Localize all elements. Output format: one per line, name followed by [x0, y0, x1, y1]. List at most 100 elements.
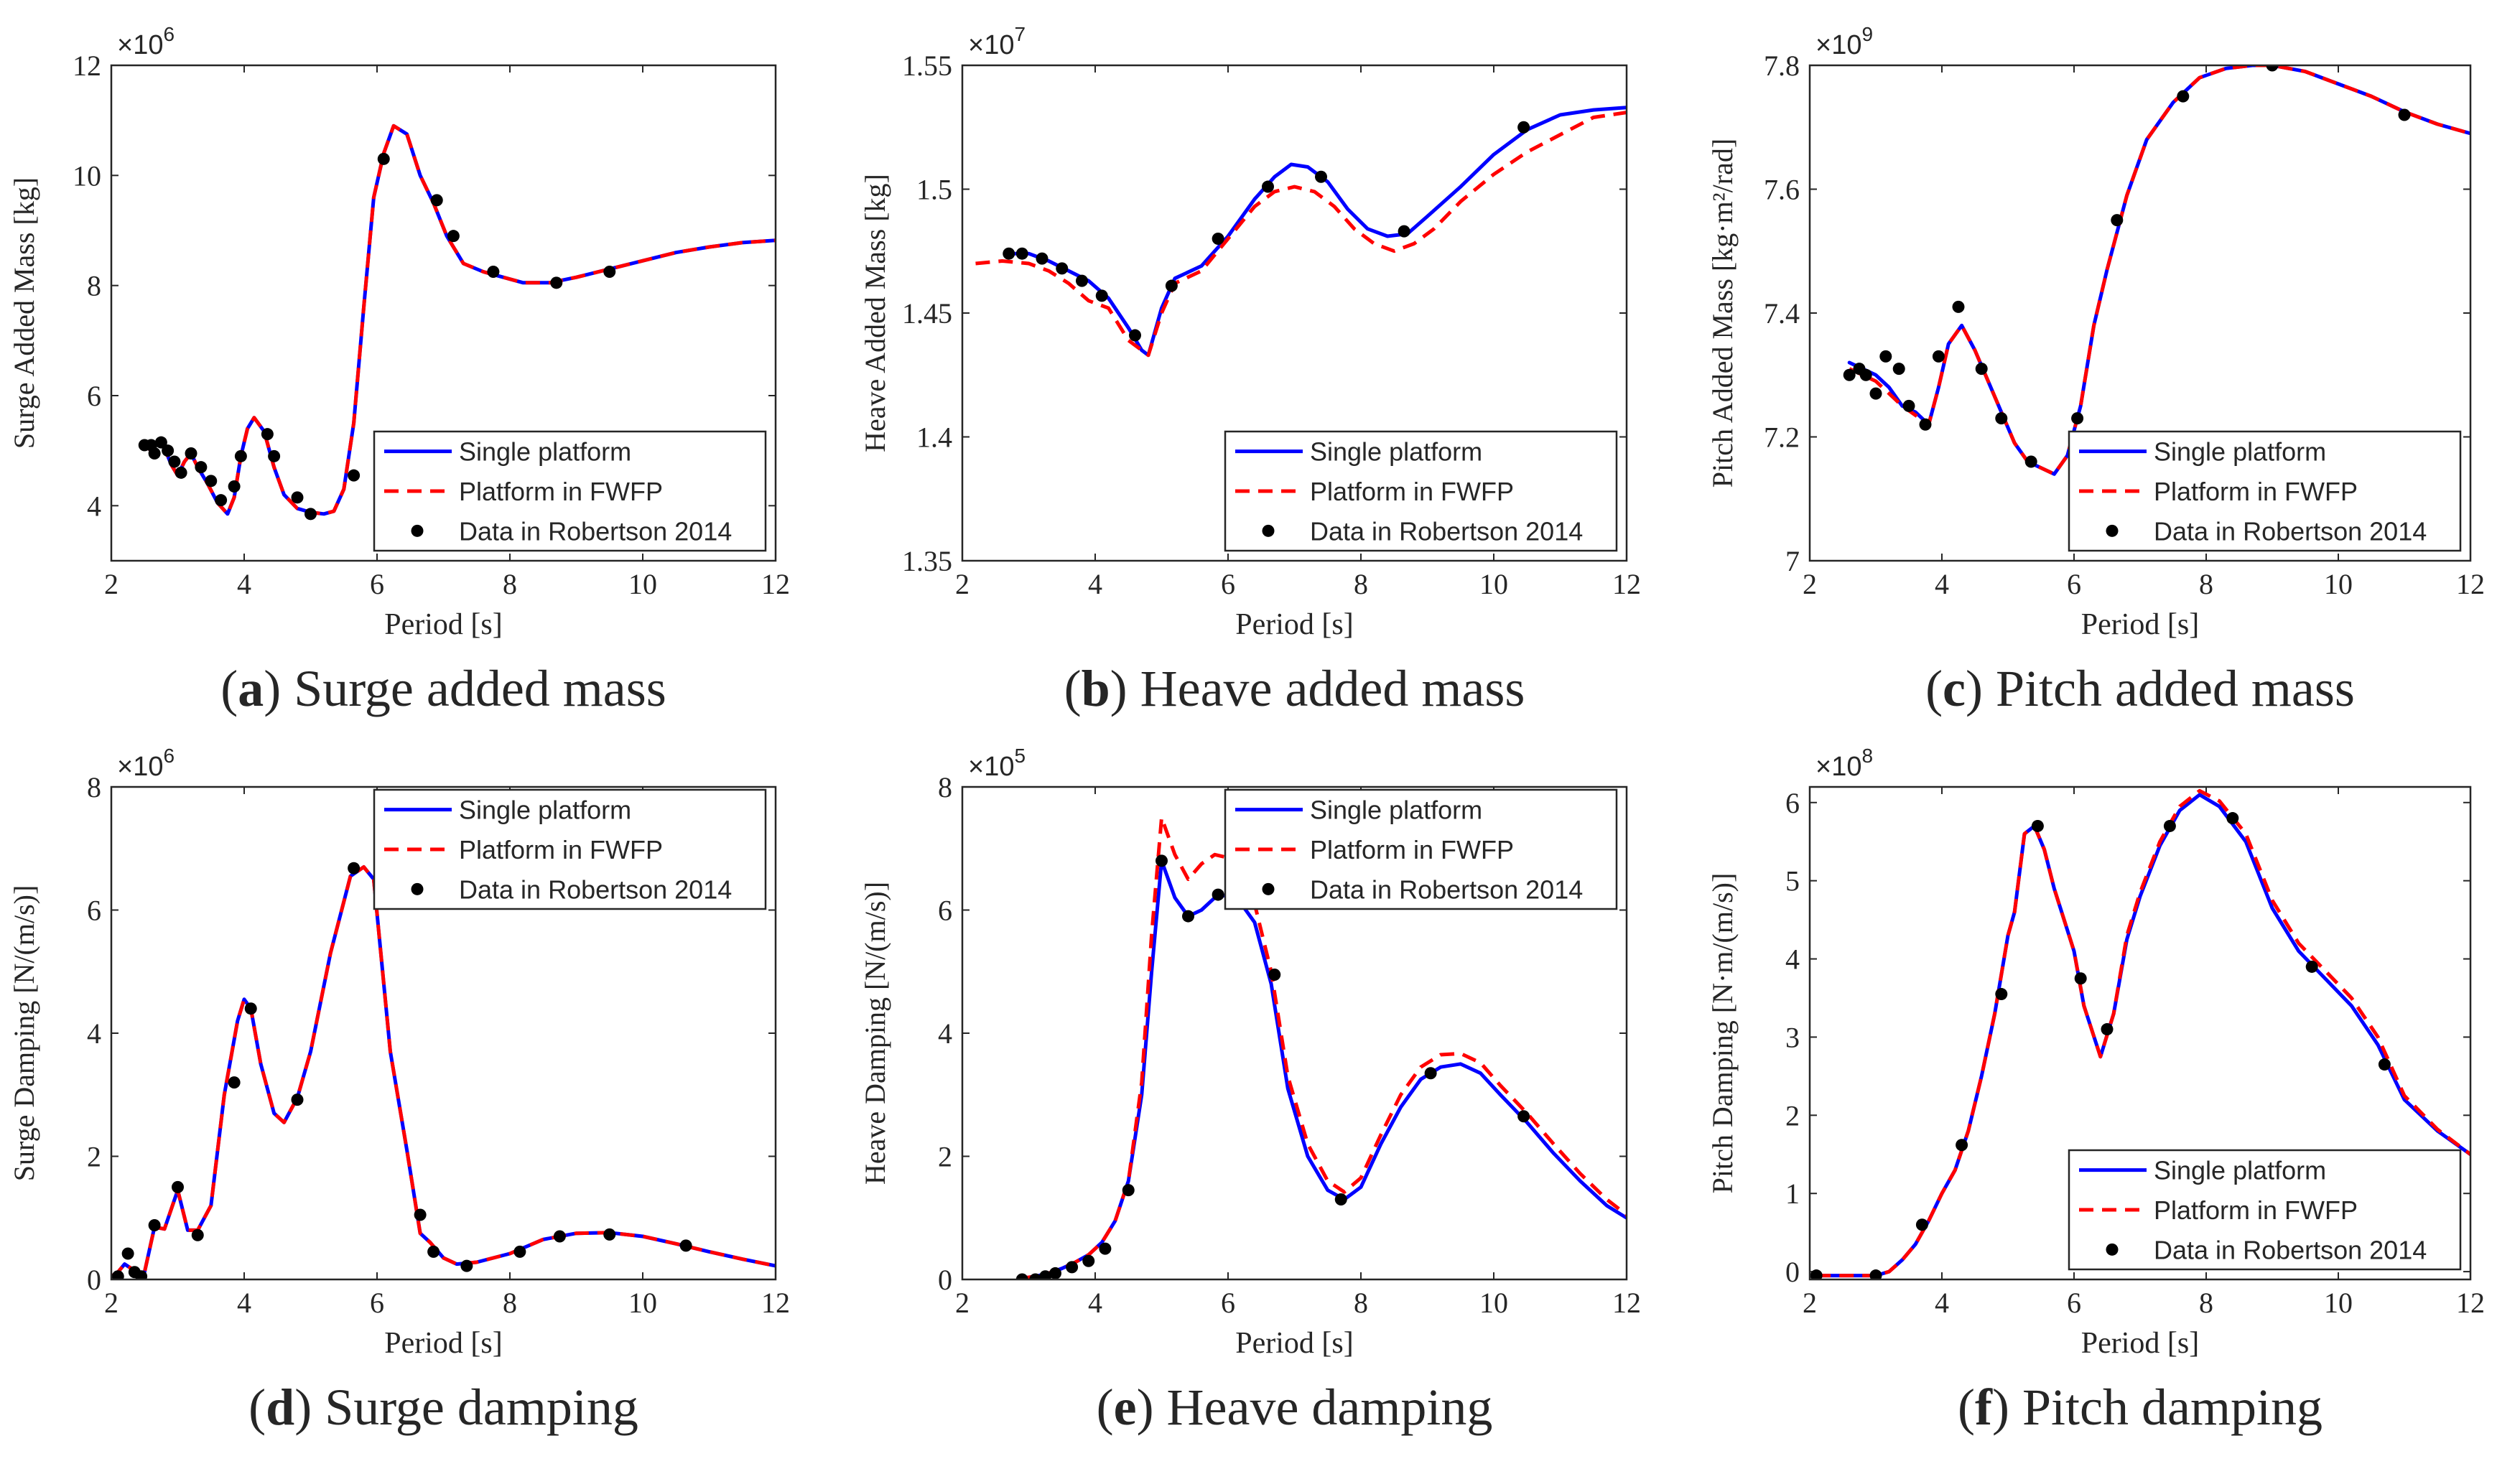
x-tick-label: 8 [1354, 568, 1368, 600]
panel-caption: (b) Heave added mass [1064, 660, 1525, 717]
x-tick-label: 8 [503, 568, 517, 600]
caption-open-paren: ( [1925, 660, 1943, 717]
y-axis-label: Heave Damping [N/(m/s)] [859, 882, 891, 1185]
series-line-single [1020, 859, 1627, 1279]
data-point [487, 266, 500, 278]
data-point [348, 862, 361, 875]
x-tick-label: 6 [2067, 568, 2081, 600]
data-point [1212, 888, 1224, 901]
multiplier-exponent: 6 [163, 745, 175, 767]
caption-letter: c [1943, 660, 1966, 717]
caption-text: Surge damping [325, 1379, 638, 1436]
data-point [1268, 969, 1281, 981]
x-tick-label: 12 [1612, 568, 1641, 600]
x-tick-label: 8 [503, 1287, 517, 1319]
axis-multiplier: ×105 [968, 745, 1026, 782]
data-point [2024, 455, 2037, 468]
data-point [1398, 225, 1410, 238]
x-tick-label: 10 [2324, 1287, 2353, 1319]
axis-multiplier: ×108 [1815, 745, 1873, 782]
data-point [1517, 1110, 1530, 1123]
legend-label: Single platform [1310, 796, 1482, 825]
legend-label: Platform in FWFP [1310, 835, 1514, 864]
y-tick-label: 7 [1785, 545, 1800, 577]
axes-box [110, 64, 777, 562]
series-layer [111, 862, 776, 1279]
data-point [111, 1270, 124, 1279]
data-point [1956, 1139, 1968, 1152]
y-tick-label: 1.45 [902, 297, 952, 330]
y-tick-label: 4 [938, 1017, 952, 1050]
caption-open-paren: ( [1097, 1379, 1114, 1436]
legend-label: Single platform [1310, 437, 1482, 467]
x-tick-label: 10 [1479, 1287, 1508, 1319]
data-point [2305, 960, 2318, 973]
multiplier-base: ×10 [117, 752, 163, 782]
multiplier-base: ×10 [968, 752, 1014, 782]
data-point [1879, 350, 1892, 363]
data-point [1095, 289, 1108, 302]
y-axis-label: Surge Damping [N/(m/s)] [8, 885, 40, 1182]
chart-panel-b: 2 4 6 8 10 12 1.35 1.4 1.45 1.5 1.55 ×107 Period [s]… [859, 23, 1641, 717]
y-tick-label: 6 [938, 895, 952, 927]
data-point [414, 1208, 427, 1221]
data-point [1932, 350, 1945, 363]
data-point [135, 1270, 148, 1279]
x-axis-label: Period [s] [1235, 608, 1353, 641]
y-tick-label: 0 [87, 1264, 101, 1296]
axis-multiplier: ×107 [968, 23, 1026, 60]
data-point [603, 266, 616, 278]
data-point [2398, 108, 2411, 121]
data-point [244, 1002, 257, 1015]
y-tick-label: 6 [87, 380, 101, 412]
series-layer [1843, 65, 2470, 476]
data-point [679, 1239, 692, 1252]
caption-close-paren: ) [1992, 1379, 2022, 1436]
x-tick-label: 12 [1612, 1287, 1641, 1319]
y-tick-label: 7.8 [1764, 50, 1800, 82]
x-axis-label: Period [s] [384, 1327, 502, 1360]
legend-label: Data in Robertson 2014 [2154, 516, 2427, 546]
legend-label: Single platform [2154, 437, 2326, 467]
caption-close-paren: ) [1966, 660, 1996, 717]
x-tick-label: 6 [2067, 1287, 2081, 1319]
legend-label: Platform in FWFP [2154, 477, 2358, 506]
series-robertson-data [138, 152, 616, 521]
axis-multiplier: ×109 [1815, 23, 1873, 60]
data-point [1165, 279, 1178, 292]
y-tick-label: 8 [87, 270, 101, 302]
series-robertson-data [111, 862, 692, 1279]
data-point [291, 1093, 304, 1106]
data-point [1212, 233, 1224, 245]
y-tick-label: 1.4 [916, 421, 952, 454]
series-line-fwfp [143, 123, 776, 516]
data-point [162, 444, 175, 457]
legend-label: Data in Robertson 2014 [459, 516, 732, 546]
panel-caption: (f) Pitch damping [1958, 1379, 2323, 1436]
x-tick-label: 10 [628, 568, 657, 600]
series-layer [1810, 788, 2470, 1279]
data-point [550, 276, 563, 289]
x-tick-label: 12 [2456, 1287, 2485, 1319]
data-point [2111, 214, 2124, 227]
data-point [2163, 819, 2176, 832]
legend: Single platform Platform in FWFP Data in R… [2068, 430, 2462, 552]
data-point [1915, 1218, 1928, 1231]
y-tick-label: 1.35 [902, 545, 952, 577]
data-point [1029, 1273, 1042, 1279]
data-point [1334, 1193, 1347, 1206]
y-tick-label: 4 [87, 1017, 101, 1050]
caption-letter: d [266, 1379, 294, 1436]
caption-open-paren: ( [1064, 660, 1082, 717]
caption-open-paren: ( [1958, 1379, 1975, 1436]
series-robertson-data [1810, 812, 2391, 1279]
legend-marker [411, 882, 424, 895]
caption-text: Pitch added mass [1996, 660, 2355, 717]
data-point [1039, 1270, 1052, 1279]
caption-close-paren: ) [294, 1379, 325, 1436]
legend-marker [2106, 1243, 2119, 1256]
data-point [1892, 363, 1905, 376]
data-point [430, 194, 443, 207]
